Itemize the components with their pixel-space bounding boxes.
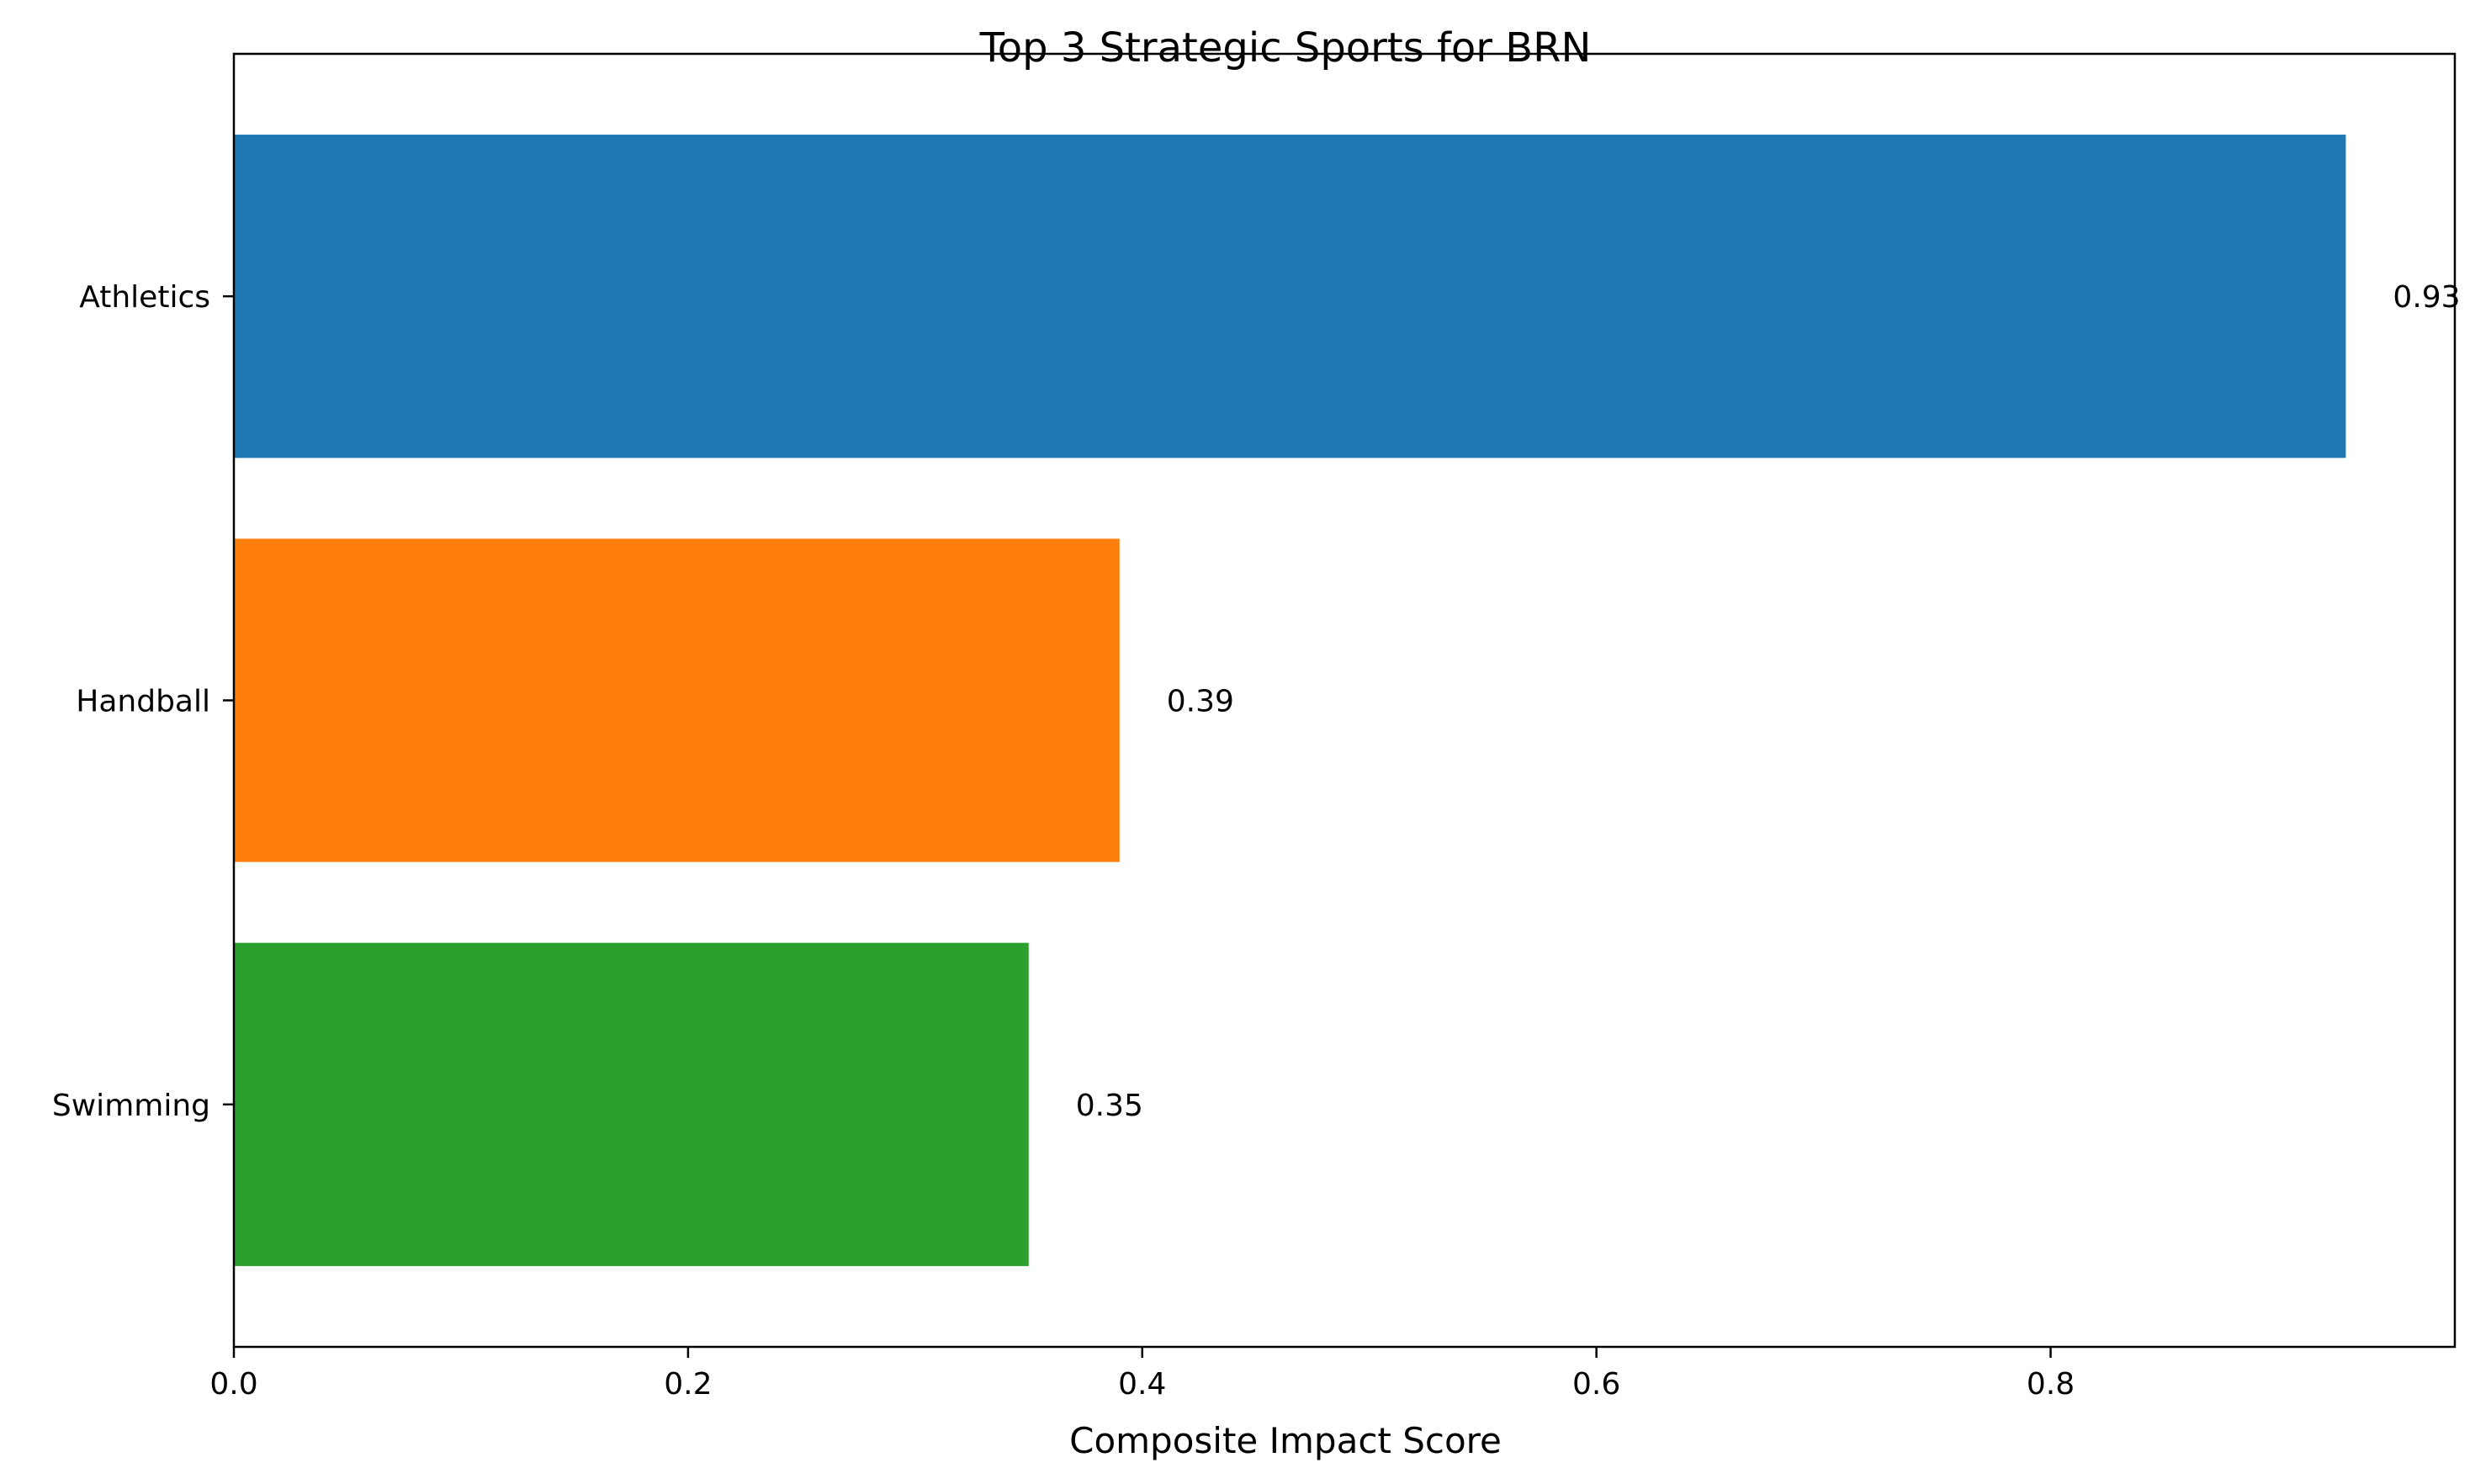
data-label-athletics: 0.93 <box>2393 280 2460 315</box>
bars-group <box>234 135 2346 1266</box>
chart-title: Top 3 Strategic Sports for BRN <box>979 24 1592 72</box>
data-label-handball: 0.39 <box>1167 685 1234 719</box>
x-tick-label: 0.0 <box>209 1367 257 1402</box>
x-axis-ticks: 0.0 0.2 0.4 0.6 0.8 <box>209 1347 2075 1402</box>
bar-handball <box>234 538 1120 862</box>
y-tick-label-handball: Handball <box>76 685 210 719</box>
x-axis-label: Composite Impact Score <box>1069 1420 1502 1461</box>
x-tick-label: 0.2 <box>664 1367 712 1402</box>
bar-swimming <box>234 942 1029 1266</box>
data-label-swimming: 0.35 <box>1076 1089 1143 1123</box>
x-tick-label: 0.4 <box>1118 1367 1166 1402</box>
x-tick-label: 0.8 <box>2027 1367 2075 1402</box>
y-axis-ticks: Athletics Handball Swimming <box>52 280 234 1123</box>
bar-athletics <box>234 135 2346 458</box>
y-tick-label-athletics: Athletics <box>79 280 210 315</box>
x-tick-label: 0.6 <box>1572 1367 1620 1402</box>
plot-frame <box>232 52 2457 1349</box>
y-tick-label-swimming: Swimming <box>52 1089 210 1123</box>
data-labels-group: 0.93 0.39 0.35 <box>1076 280 2461 1123</box>
